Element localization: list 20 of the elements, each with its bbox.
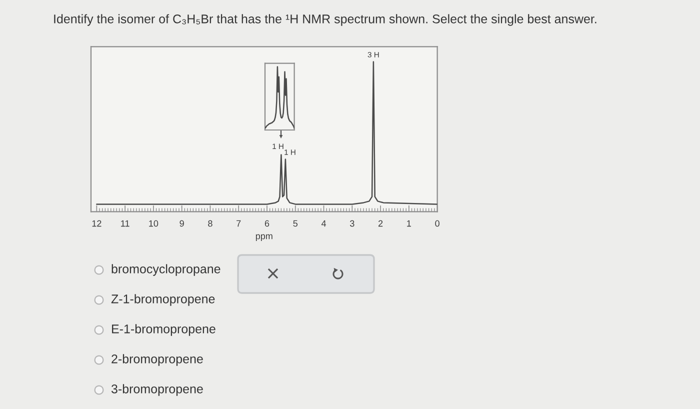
x-tick-label: 8 bbox=[208, 220, 212, 227]
x-tick-label: 9 bbox=[180, 220, 184, 227]
x-tick-label: 1 bbox=[407, 220, 411, 227]
x-tick-label: 4 bbox=[321, 220, 326, 227]
x-tick-label: 12 bbox=[92, 220, 102, 227]
x-tick-label: 5 bbox=[293, 220, 298, 227]
text: 3-bromopropene bbox=[111, 384, 203, 396]
text: E-1-bromopropene bbox=[112, 324, 216, 336]
x-tick-label: 6 bbox=[264, 220, 270, 227]
x-tick-label: 7 bbox=[236, 220, 241, 227]
chart-title: Identify the isomer of C₃H₅Br that has the ¹H NMR spectrum shown. Select the single best answer. bbox=[54, 14, 596, 26]
x-tick-label: 11 bbox=[121, 220, 130, 227]
text: bromocyclopropane bbox=[112, 264, 220, 276]
x-tick-label: 10 bbox=[149, 220, 158, 227]
x-tick-label: 0 bbox=[435, 220, 440, 227]
x-tick-label: 3 bbox=[350, 220, 354, 227]
text: Z-1-bromopropene bbox=[111, 294, 215, 306]
x-tick-label: 2 bbox=[378, 220, 383, 227]
x-axis-title: ppm bbox=[256, 234, 272, 242]
text: 2-bromopropene bbox=[112, 354, 203, 366]
